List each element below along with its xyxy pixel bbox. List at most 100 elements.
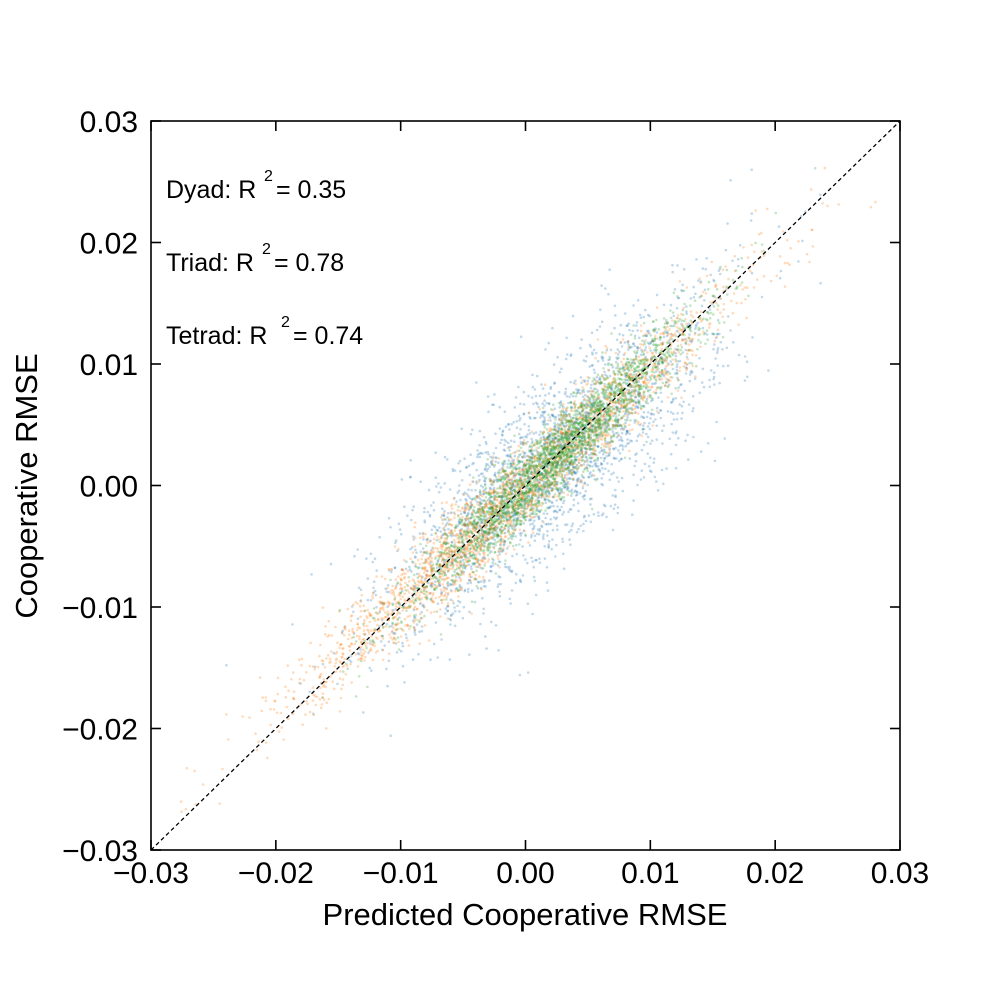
data-point [480,521,484,524]
data-point [661,442,664,445]
data-point [602,418,606,421]
data-point [675,306,679,310]
data-point [399,597,403,601]
data-point [596,433,600,437]
data-point [563,461,567,464]
data-point [548,416,552,419]
data-point [654,327,657,330]
data-point [637,355,641,359]
data-point [665,467,668,470]
data-point [542,512,546,515]
data-point [516,458,519,461]
data-point [542,487,545,490]
data-point [483,557,487,560]
data-point [658,362,661,366]
data-point [502,511,505,515]
data-point [500,550,503,553]
data-point [745,316,748,320]
data-point [719,311,722,315]
data-point [590,430,594,434]
data-point [693,377,697,381]
data-point [453,529,457,532]
data-point [588,398,592,402]
data-point [669,452,673,456]
data-point [503,460,507,463]
data-point [602,415,605,418]
data-point [691,371,694,374]
data-point [488,497,491,500]
data-point [465,465,469,469]
data-point [567,427,570,431]
data-point [615,406,618,410]
data-point [537,405,540,409]
data-point [468,653,471,656]
data-point [503,462,506,465]
data-point [469,565,473,568]
data-point [524,491,527,494]
data-point [545,491,548,495]
data-point [549,476,553,479]
data-point [541,457,545,461]
data-point [469,579,473,583]
data-point [396,549,399,553]
data-point [630,345,633,349]
data-point [484,501,488,504]
data-point [367,651,370,654]
data-point [417,584,420,587]
data-point [513,475,516,479]
data-point [479,539,483,542]
data-point [535,411,539,414]
data-point [460,527,463,531]
data-point [674,347,677,351]
data-point [463,511,467,514]
data-point [324,633,327,636]
data-point [474,565,478,568]
data-point [501,548,505,552]
data-point [482,578,485,582]
data-point [470,498,474,501]
data-point [564,442,567,446]
data-point [769,279,773,283]
data-point [483,468,487,471]
data-point [521,455,524,459]
data-point [506,423,510,426]
data-point [648,314,651,318]
data-point [479,451,483,455]
data-point [519,476,523,480]
data-point [448,582,452,586]
data-point [731,259,734,263]
data-point [492,452,496,455]
data-point [697,279,700,283]
data-point [660,400,664,403]
data-point [544,440,547,443]
data-point [535,477,538,481]
data-point [606,442,609,445]
data-point [549,441,552,444]
data-point [576,455,579,459]
data-point [567,433,571,437]
data-point [359,648,362,651]
data-point [406,569,410,573]
data-point [521,574,525,577]
data-point [576,477,580,481]
data-point [546,589,550,592]
data-point [430,582,434,586]
data-point [521,441,525,445]
data-point [516,516,519,520]
data-point [457,522,461,525]
data-point [572,430,576,434]
data-point [365,557,368,560]
data-point [617,409,621,413]
data-point [558,418,561,422]
data-point [590,451,593,455]
data-point [393,566,397,569]
data-point [443,528,447,532]
data-point [343,626,347,629]
data-point [559,444,563,447]
data-point [645,362,649,366]
data-point [499,538,503,541]
data-point [457,489,461,493]
data-point [552,438,555,441]
data-point [750,271,754,275]
data-point [459,470,462,473]
